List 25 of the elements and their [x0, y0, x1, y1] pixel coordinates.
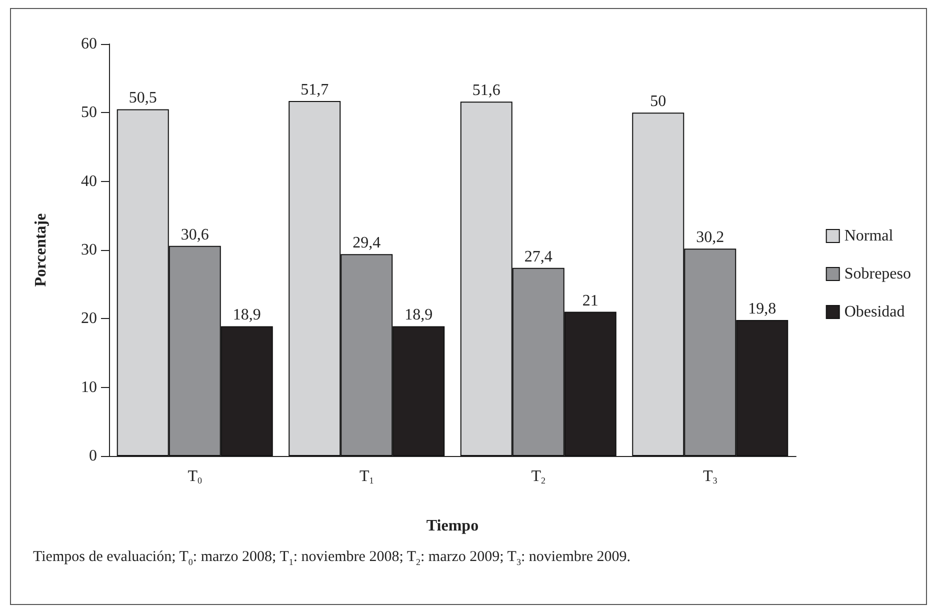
data-label: 50,5 [128, 90, 157, 107]
text: Tiempos de evaluación; T$_{0}$: marzo 2008; T$_{1}$: noviembre 2008; T$_{2}$: marzo 2009; T$_{3}$: noviembre 2009. [33, 549, 631, 567]
data-label: 19,8 [748, 300, 776, 318]
data-label: 30,6 [180, 226, 209, 244]
y-tick-label: 40 [81, 172, 97, 190]
data-label: 51,7 [300, 81, 329, 98]
y-axis-title: Porcentaje [32, 213, 50, 287]
y-tick-label: 0 [89, 448, 97, 464]
y-tick-label: 20 [81, 310, 97, 328]
data-label: 51,6 [472, 82, 500, 100]
x-axis-title: Tiempo [426, 518, 479, 534]
y-tick-label: 50 [81, 104, 97, 122]
data-label: 50 [650, 93, 666, 110]
y-tick-label: 10 [81, 378, 97, 396]
data-label: 30,2 [696, 229, 724, 246]
y-tick-label: 30 [81, 242, 97, 258]
y-tick-label: 60 [81, 36, 97, 52]
legend-label: Obesidad [844, 304, 905, 320]
data-label: 27,4 [524, 248, 552, 266]
data-label: 29,4 [352, 234, 381, 252]
legend-label: Sobrepeso [844, 266, 911, 282]
data-label: 21 [582, 292, 598, 310]
data-label: 18,9 [404, 306, 433, 324]
legend-label: Normal [844, 228, 894, 244]
data-label: 18,9 [232, 306, 261, 324]
